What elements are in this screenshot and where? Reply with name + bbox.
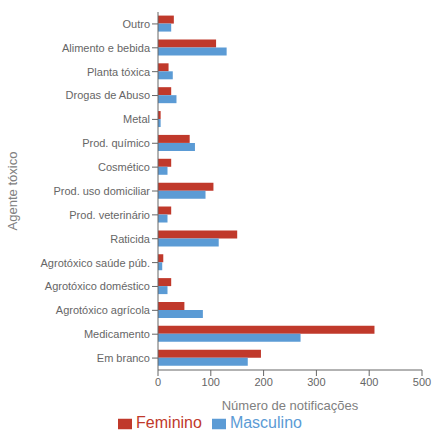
svg-text:500: 500 — [413, 376, 431, 388]
svg-text:100: 100 — [202, 376, 220, 388]
svg-text:Número de notificações: Número de notificações — [222, 398, 359, 413]
svg-text:Agrotóxico saúde púb.: Agrotóxico saúde púb. — [41, 257, 150, 269]
svg-text:Agrotóxico agrícola: Agrotóxico agrícola — [56, 304, 151, 316]
svg-text:400: 400 — [360, 376, 378, 388]
svg-text:Agrotóxico doméstico: Agrotóxico doméstico — [45, 280, 150, 292]
svg-text:0: 0 — [155, 376, 161, 388]
svg-text:Outro: Outro — [122, 18, 150, 30]
svg-text:300: 300 — [307, 376, 325, 388]
svg-text:Prod. uso domiciliar: Prod. uso domiciliar — [53, 185, 150, 197]
svg-text:Cosmético: Cosmético — [98, 161, 150, 173]
svg-text:Prod. químico: Prod. químico — [82, 137, 150, 149]
svg-text:Drogas de Abuso: Drogas de Abuso — [66, 89, 150, 101]
svg-text:Medicamento: Medicamento — [84, 328, 150, 340]
html-text:Feminino: Feminino — [136, 414, 202, 431]
svg-text:Raticida: Raticida — [110, 233, 151, 245]
svg-text:Alimento e bebida: Alimento e bebida — [62, 42, 151, 54]
svg-text:Planta tóxica: Planta tóxica — [87, 66, 151, 78]
svg-text:200: 200 — [254, 376, 272, 388]
svg-text:Em branco: Em branco — [97, 352, 150, 364]
svg-text:Prod. veterinário: Prod. veterinário — [69, 209, 150, 221]
svg-text:Agente tóxico: Agente tóxico — [8, 152, 20, 231]
html-text:Masculino: Masculino — [229, 414, 302, 431]
svg-text:Metal: Metal — [123, 113, 150, 125]
